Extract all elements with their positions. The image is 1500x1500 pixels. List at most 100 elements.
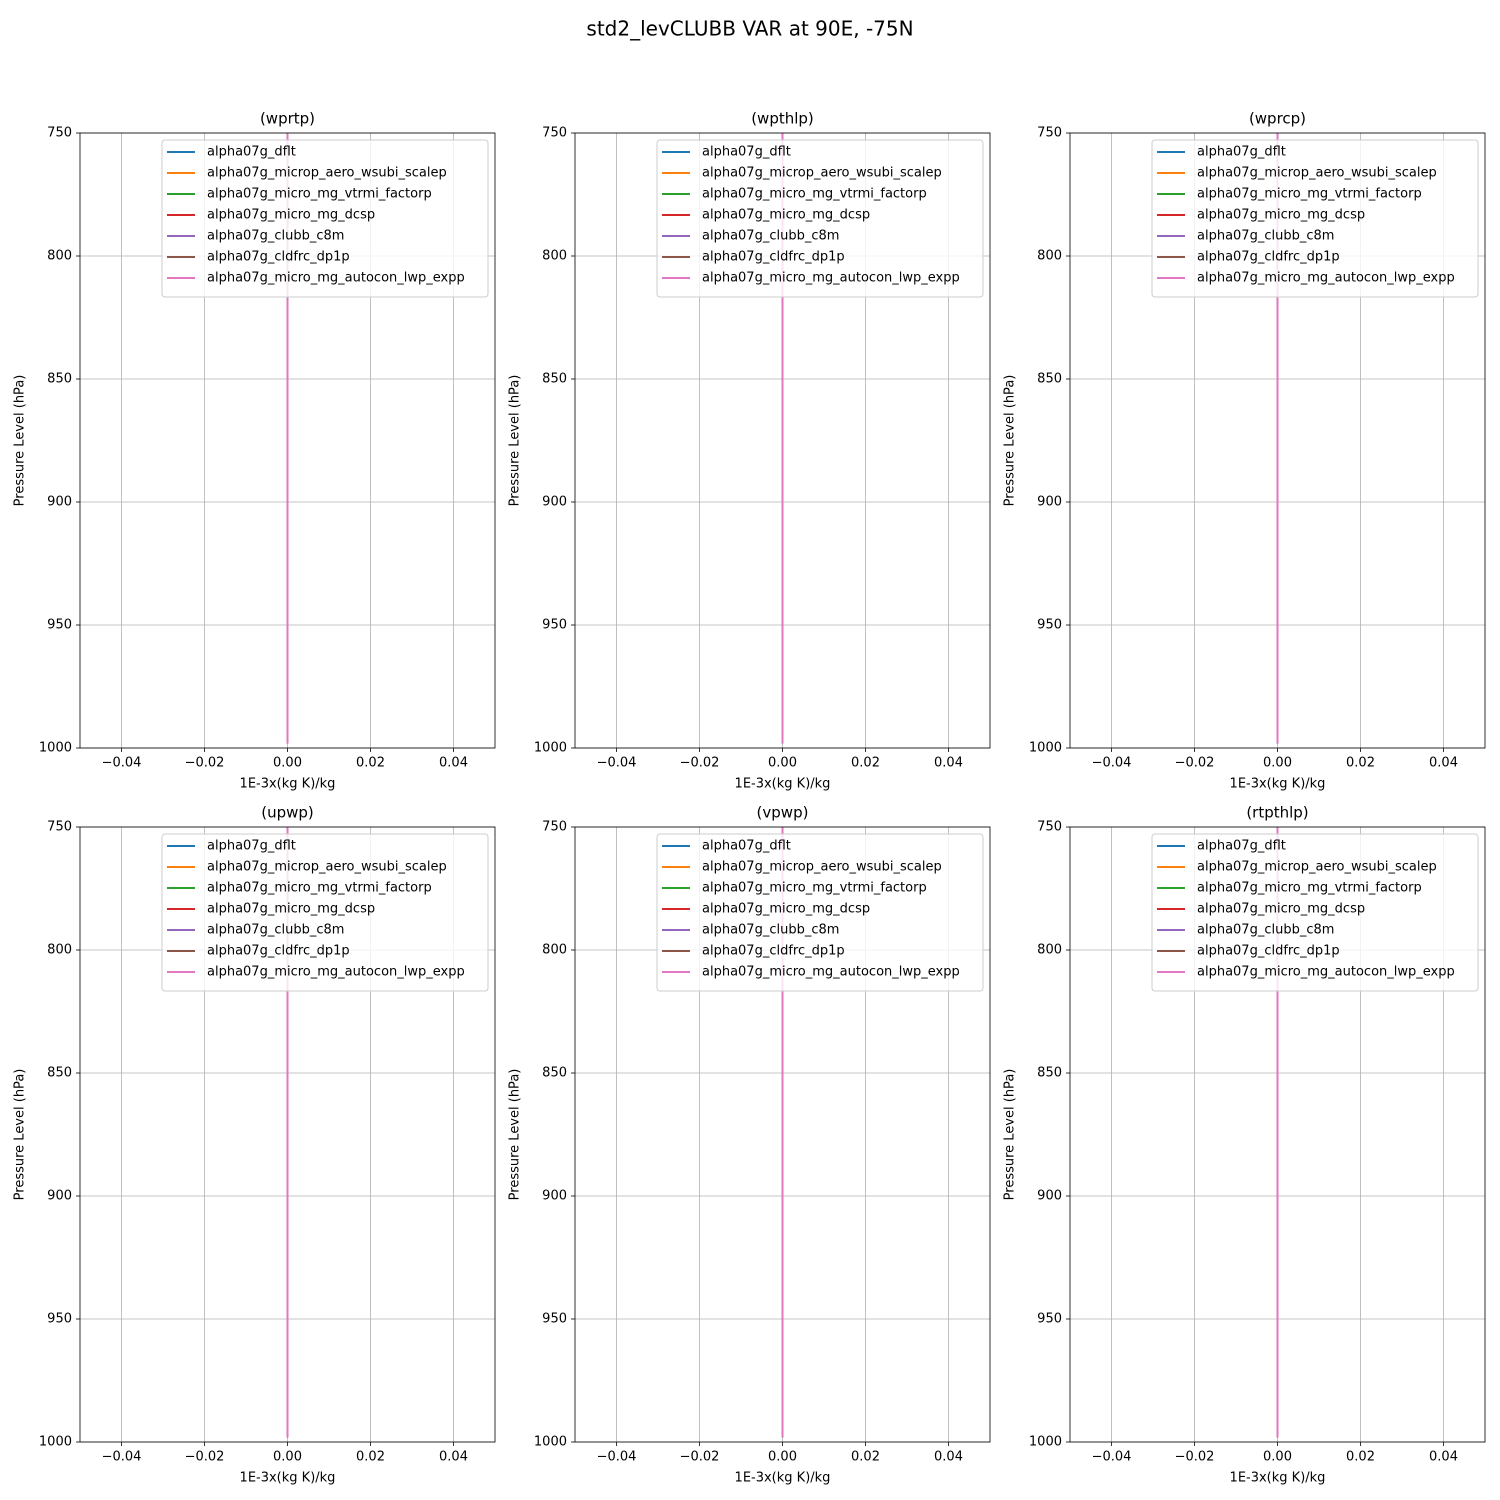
y-tick-label: 750 [47, 820, 72, 835]
legend-label: alpha07g_micro_mg_autocon_lwp_expp [1197, 271, 1455, 286]
x-tick-label: 0.00 [273, 756, 302, 771]
x-tick-label: −0.02 [185, 1450, 225, 1465]
x-tick-label: −0.04 [1092, 756, 1132, 771]
legend-label: alpha07g_micro_mg_autocon_lwp_expp [207, 965, 465, 980]
legend: alpha07g_dflt alpha07g_microp_aero_wsubi_… [1151, 833, 1479, 992]
legend-label: alpha07g_microp_aero_wsubi_scalep [207, 860, 447, 875]
y-tick-label: 800 [542, 943, 567, 958]
x-tick-label: 0.04 [1429, 756, 1458, 771]
legend: alpha07g_dflt alpha07g_microp_aero_wsubi_… [656, 833, 984, 992]
legend: alpha07g_dflt alpha07g_microp_aero_wsubi_… [161, 139, 489, 298]
subplot: −0.04 −0.02 0.00 0.02 0.04 750 800 850 900 950 100… [13, 110, 496, 792]
y-tick-label: 800 [1037, 249, 1062, 264]
x-tick-label: −0.02 [1175, 756, 1215, 771]
y-tick-label: 850 [47, 1066, 72, 1081]
legend-label: alpha07g_micro_mg_autocon_lwp_expp [207, 271, 465, 286]
axes-title: (vpwp) [757, 804, 809, 822]
x-tick-label: −0.02 [1175, 1450, 1215, 1465]
y-axis-label: Pressure Level (hPa) [13, 375, 28, 507]
legend-label: alpha07g_cldfrc_dp1p [207, 250, 350, 265]
y-tick-label: 850 [1037, 1066, 1062, 1081]
y-tick-label: 1000 [39, 741, 72, 756]
y-axis-label: Pressure Level (hPa) [508, 375, 523, 507]
legend-label: alpha07g_micro_mg_vtrmi_factorp [1197, 881, 1422, 896]
x-tick-label: 0.02 [356, 1450, 385, 1465]
axes-title: (wprtp) [260, 110, 315, 128]
y-tick-label: 750 [542, 126, 567, 141]
legend-label: alpha07g_micro_mg_dcsp [702, 902, 870, 917]
axes-frame [574, 826, 991, 1443]
legend-label: alpha07g_microp_aero_wsubi_scalep [702, 860, 942, 875]
legend-label: alpha07g_micro_mg_dcsp [1197, 902, 1365, 917]
legend-frame [656, 833, 984, 992]
axes-frame [1069, 132, 1486, 749]
y-tick-label: 950 [47, 1312, 72, 1327]
y-tick-label: 1000 [1029, 1435, 1062, 1450]
x-axis-label: 1E-3x(kg K)/kg [1230, 777, 1326, 792]
y-tick-label: 800 [1037, 943, 1062, 958]
y-tick-label: 950 [542, 1312, 567, 1327]
legend-label: alpha07g_cldfrc_dp1p [207, 944, 350, 959]
x-tick-label: 0.02 [851, 1450, 880, 1465]
legend-frame [1151, 139, 1479, 298]
y-axis-label: Pressure Level (hPa) [508, 1069, 523, 1201]
legend-label: alpha07g_cldfrc_dp1p [702, 944, 845, 959]
legend-label: alpha07g_dflt [702, 145, 791, 160]
legend: alpha07g_dflt alpha07g_microp_aero_wsubi_… [161, 833, 489, 992]
axes-frame [79, 826, 496, 1443]
x-tick-label: 0.00 [1263, 756, 1292, 771]
x-tick-label: −0.04 [102, 756, 142, 771]
y-tick-label: 750 [542, 820, 567, 835]
legend-label: alpha07g_clubb_c8m [207, 923, 344, 938]
y-tick-label: 950 [1037, 1312, 1062, 1327]
y-tick-label: 850 [542, 1066, 567, 1081]
y-tick-label: 750 [1037, 820, 1062, 835]
x-axis-label: 1E-3x(kg K)/kg [735, 1471, 831, 1486]
axes-title: (upwp) [261, 804, 314, 822]
legend-label: alpha07g_micro_mg_dcsp [1197, 208, 1365, 223]
legend-label: alpha07g_micro_mg_dcsp [207, 902, 375, 917]
x-axis-label: 1E-3x(kg K)/kg [1230, 1471, 1326, 1486]
x-tick-label: −0.02 [185, 756, 225, 771]
y-tick-label: 950 [47, 618, 72, 633]
axes-title: (rtpthlp) [1246, 804, 1308, 822]
x-tick-label: 0.04 [934, 1450, 963, 1465]
y-tick-label: 1000 [534, 741, 567, 756]
legend-label: alpha07g_micro_mg_dcsp [207, 208, 375, 223]
axes-title: (wpthlp) [751, 110, 814, 128]
legend-label: alpha07g_micro_mg_vtrmi_factorp [1197, 187, 1422, 202]
legend-label: alpha07g_microp_aero_wsubi_scalep [1197, 860, 1437, 875]
legend-label: alpha07g_dflt [207, 839, 296, 854]
y-tick-label: 900 [47, 495, 72, 510]
legend-label: alpha07g_clubb_c8m [1197, 923, 1334, 938]
legend-frame [161, 833, 489, 992]
x-tick-label: −0.04 [1092, 1450, 1132, 1465]
x-tick-label: 0.02 [356, 756, 385, 771]
subplot: −0.04 −0.02 0.00 0.02 0.04 750 800 850 900 950 100… [508, 110, 991, 792]
y-tick-label: 900 [1037, 495, 1062, 510]
legend-label: alpha07g_clubb_c8m [1197, 229, 1334, 244]
axes-title: (wprcp) [1249, 110, 1306, 128]
x-tick-label: 0.04 [1429, 1450, 1458, 1465]
subplot: −0.04 −0.02 0.00 0.02 0.04 750 800 850 900 950 100… [1003, 804, 1486, 1486]
x-axis-label: 1E-3x(kg K)/kg [240, 777, 336, 792]
x-tick-label: −0.02 [680, 1450, 720, 1465]
legend-label: alpha07g_micro_mg_dcsp [702, 208, 870, 223]
y-tick-label: 750 [47, 126, 72, 141]
legend-frame [1151, 833, 1479, 992]
axes-frame [1069, 826, 1486, 1443]
y-tick-label: 800 [47, 249, 72, 264]
legend-frame [161, 139, 489, 298]
axes-frame [79, 132, 496, 749]
legend-label: alpha07g_dflt [702, 839, 791, 854]
legend: alpha07g_dflt alpha07g_microp_aero_wsubi_… [1151, 139, 1479, 298]
legend-label: alpha07g_dflt [207, 145, 296, 160]
legend-label: alpha07g_clubb_c8m [207, 229, 344, 244]
y-tick-label: 1000 [534, 1435, 567, 1450]
x-axis-label: 1E-3x(kg K)/kg [240, 1471, 336, 1486]
x-tick-label: 0.02 [1346, 756, 1375, 771]
y-tick-label: 900 [542, 1189, 567, 1204]
y-tick-label: 950 [1037, 618, 1062, 633]
x-tick-label: 0.02 [1346, 1450, 1375, 1465]
